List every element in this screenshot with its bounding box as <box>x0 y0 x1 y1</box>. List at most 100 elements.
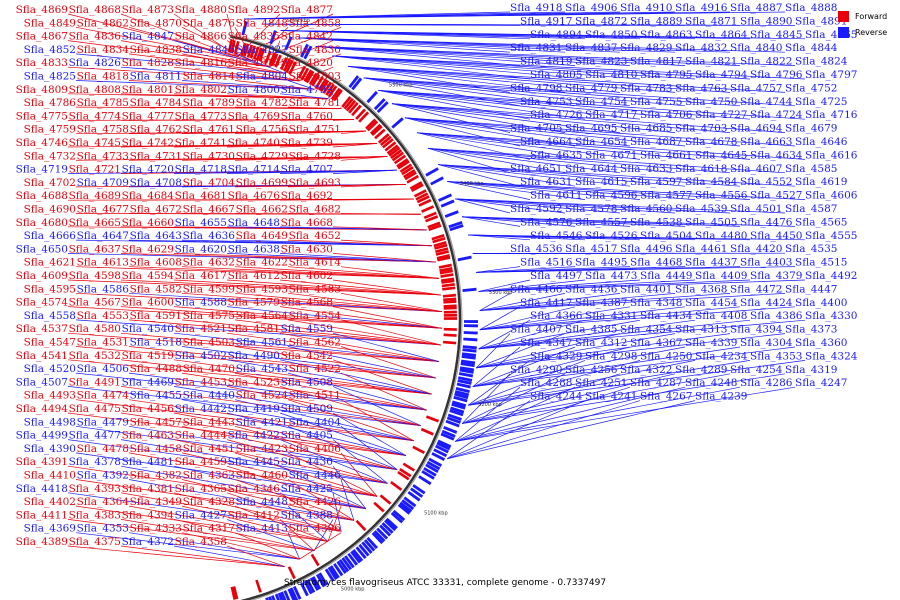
gene-label: Sfla_4742 <box>122 137 174 149</box>
gene-label: Sfla_4834 <box>77 44 130 56</box>
gene-label: Sfla_4838 <box>130 44 182 56</box>
gene-block <box>366 90 378 104</box>
gene-label: Sfla_4239 <box>695 391 747 403</box>
gene-label: Sfla_4403 <box>740 257 792 269</box>
connector-line <box>455 386 576 442</box>
gene-label: Sfla_4436 <box>565 283 618 295</box>
gene-block <box>443 297 457 302</box>
gene-label: Sfla_4366 <box>530 310 583 322</box>
gene-block <box>438 263 452 269</box>
gene-label: Sfla_4695 <box>565 123 617 135</box>
gene-block <box>268 596 273 600</box>
connector-line <box>287 372 427 411</box>
connector-line <box>173 253 436 263</box>
connector-line <box>428 147 566 174</box>
gene-label: Sfla_4419 <box>228 403 280 415</box>
gene-label: Sfla_4740 <box>228 137 280 149</box>
connector-line <box>120 66 300 82</box>
connector-line <box>298 37 786 53</box>
connector-line <box>447 400 586 460</box>
gene-label: Sfla_4424 <box>740 297 793 309</box>
connector-line <box>340 213 421 215</box>
gene-block <box>269 30 277 45</box>
connector-line <box>348 66 621 93</box>
gene-label: Sfla_4621 <box>24 257 76 269</box>
gene-label: Sfla_4254 <box>730 364 783 376</box>
gene-block <box>355 546 367 559</box>
gene-label: Sfla_4730 <box>183 150 235 162</box>
gene-label: Sfla_4863 <box>640 29 692 41</box>
connector-line <box>279 359 432 395</box>
connector-line <box>416 132 806 160</box>
gene-label: Sfla_4519 <box>122 350 174 362</box>
connector-line <box>120 279 441 296</box>
connector-line <box>173 519 315 552</box>
gene-label: Sfla_4453 <box>175 376 227 388</box>
gene-label: Sfla_4532 <box>69 350 121 362</box>
kbp-tick-label: 5500 kbp <box>389 83 413 89</box>
legend-forward: Forward <box>838 8 898 24</box>
gene-label: Sfla_4412 <box>228 509 280 521</box>
connector-line <box>479 306 686 331</box>
connector-line <box>404 117 741 147</box>
gene-label: Sfla_4394 <box>122 509 175 521</box>
connector-line <box>479 306 741 331</box>
connector-line <box>447 181 696 200</box>
gene-block <box>459 368 474 374</box>
connector-line <box>340 319 441 346</box>
connector-line <box>479 306 631 331</box>
connector-line <box>447 181 531 200</box>
gene-label: Sfla_4760 <box>281 110 333 122</box>
gene-block <box>303 45 313 60</box>
gene-label: Sfla_4504 <box>640 230 693 242</box>
gene-label: Sfla_4387 <box>575 297 627 309</box>
connector-line <box>447 181 641 200</box>
gene-label: Sfla_4759 <box>24 124 76 136</box>
connector-line <box>332 226 427 231</box>
connector-line <box>462 373 676 424</box>
gene-label: Sfla_4526 <box>585 230 638 242</box>
gene-label: Sfla_4704 <box>183 177 236 189</box>
gene-label: Sfla_4576 <box>520 216 573 228</box>
gene-label: Sfla_4619 <box>795 176 847 188</box>
gene-label: Sfla_4541 <box>16 350 68 362</box>
connector-line <box>269 40 334 68</box>
gene-label: Sfla_4794 <box>695 69 748 81</box>
gene-block <box>289 587 299 600</box>
gene-label: Sfla_4709 <box>77 177 129 189</box>
gene-block <box>441 429 456 438</box>
gene-label: Sfla_4312 <box>575 337 627 349</box>
gene-label: Sfla_4613 <box>77 257 129 269</box>
gene-label: Sfla_4420 <box>730 243 782 255</box>
connector-line <box>75 292 442 312</box>
gene-label: Sfla_4490 <box>228 350 280 362</box>
gene-block <box>265 597 269 600</box>
gene-label: Sfla_4587 <box>785 203 837 215</box>
gene-label: Sfla_4814 <box>183 71 236 83</box>
connector-line <box>226 332 439 362</box>
connector-line <box>363 77 796 107</box>
gene-label: Sfla_4588 <box>175 297 227 309</box>
connector-line <box>340 426 398 470</box>
gene-block <box>287 566 296 580</box>
gene-block <box>371 532 384 545</box>
gene-label: Sfla_4378 <box>69 456 121 468</box>
gene-label: Sfla_4468 <box>630 257 682 269</box>
gene-label: Sfla_4389 <box>16 536 68 548</box>
gene-label: Sfla_4837 <box>565 42 617 54</box>
gene-label: Sfla_4816 <box>175 57 228 69</box>
connector-line <box>262 23 796 26</box>
gene-block <box>448 221 463 229</box>
gene-label: Sfla_4402 <box>24 496 76 508</box>
gene-label: Sfla_4667 <box>183 204 235 216</box>
gene-label: Sfla_4916 <box>675 2 728 14</box>
gene-label: Sfla_4796 <box>750 69 803 81</box>
connector-line <box>120 386 421 426</box>
gene-label: Sfla_4591 <box>130 310 182 322</box>
gene-block <box>292 585 302 600</box>
gene-label: Sfla_4331 <box>585 310 637 322</box>
connector-line <box>173 386 421 426</box>
connector-line <box>173 332 439 362</box>
gene-label: Sfla_4662 <box>236 204 288 216</box>
connector-line <box>284 53 342 74</box>
